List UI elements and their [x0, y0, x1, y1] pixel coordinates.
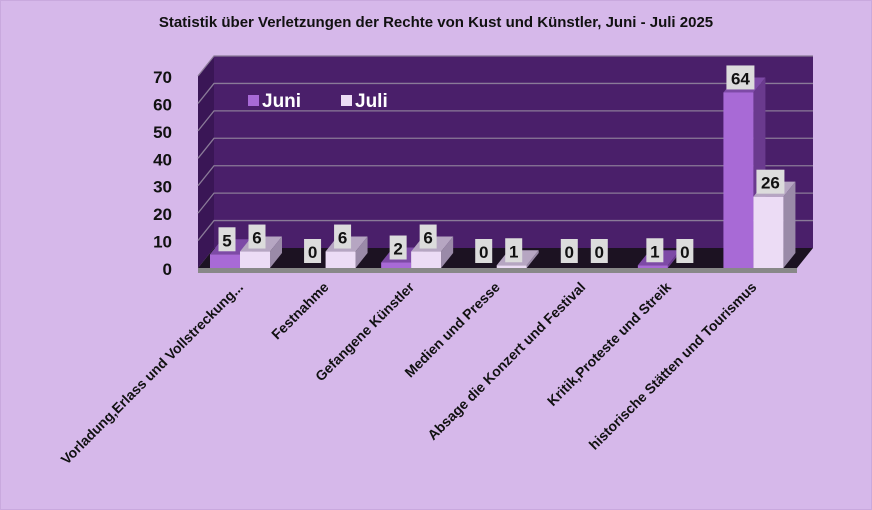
- y-tick-label: 60: [153, 95, 172, 114]
- bar-side: [441, 236, 454, 268]
- data-label-box: [389, 235, 407, 260]
- gridline: [197, 165, 813, 187]
- legend-label-juli: Juli: [355, 91, 388, 112]
- y-tick-label: 50: [153, 123, 172, 142]
- gridline: [197, 82, 813, 104]
- data-label: 64: [731, 69, 750, 88]
- gridline: [197, 192, 813, 214]
- data-label: 0: [308, 243, 317, 262]
- y-tick-label: 40: [153, 150, 172, 169]
- x-category-label: Festnahme: [268, 279, 332, 343]
- data-label-box: [304, 239, 322, 263]
- x-category-label: historische Stätten und Tourismus: [586, 279, 760, 453]
- data-label-box: [505, 238, 523, 263]
- legend-swatch-juli: [341, 95, 352, 106]
- data-label: 6: [423, 229, 432, 248]
- data-label-box: [218, 227, 236, 252]
- bar-juli: [496, 265, 527, 268]
- floor-edge: [198, 268, 797, 273]
- data-label: 5: [222, 231, 231, 250]
- data-label-box: [419, 224, 437, 249]
- data-label-box: [646, 238, 664, 263]
- data-label-box: [756, 169, 785, 194]
- bar-juli: [240, 251, 270, 268]
- y-tick-label: 70: [153, 68, 172, 87]
- x-category-label: Vorladung,Erlass und Vollstreckung...: [58, 279, 247, 468]
- data-label-box: [475, 239, 493, 263]
- bar-side: [526, 250, 539, 268]
- data-label-box: [726, 65, 755, 90]
- data-label-box: [590, 239, 608, 263]
- data-label: 1: [650, 242, 659, 261]
- bar-juli: [325, 251, 356, 268]
- data-label-box: [334, 224, 352, 249]
- bar-side: [270, 236, 282, 268]
- data-label: 2: [393, 240, 402, 259]
- y-tick-label: 30: [153, 178, 172, 197]
- side-wall: [198, 56, 214, 268]
- data-label: 0: [680, 243, 689, 262]
- data-label: 0: [565, 243, 574, 262]
- data-label: 26: [761, 174, 780, 193]
- y-tick-label: 20: [153, 205, 172, 224]
- data-label: 6: [338, 229, 347, 248]
- legend-label-juni: Juni: [262, 91, 301, 112]
- x-category-label: Medien und Presse: [401, 279, 503, 381]
- bar-side: [355, 236, 368, 268]
- legend-swatch-juni: [248, 95, 259, 106]
- bar-juli: [753, 196, 784, 268]
- x-category-label: Absage die Konzert und Festival: [424, 279, 588, 443]
- gridline: [197, 55, 813, 77]
- chart-title: Statistik über Verletzungen der Rechte v…: [158, 14, 714, 31]
- data-label: 0: [595, 243, 604, 262]
- gridline: [197, 219, 813, 241]
- bar-side: [783, 181, 796, 268]
- data-label-box: [560, 239, 578, 263]
- bar-juni: [637, 265, 668, 268]
- data-label: 0: [479, 243, 488, 262]
- y-tick-label: 0: [163, 260, 172, 279]
- data-label: 1: [509, 242, 518, 261]
- data-label-box: [676, 239, 694, 263]
- back-wall: [214, 56, 813, 248]
- y-tick-label: 10: [153, 233, 172, 252]
- bar-juni: [381, 262, 412, 268]
- bar-juni: [723, 92, 754, 268]
- gridline: [197, 110, 813, 132]
- data-label-box: [248, 224, 266, 249]
- bar-juni: [210, 254, 240, 268]
- gridline: [197, 137, 813, 159]
- data-label: 6: [252, 229, 261, 248]
- bar-juli: [411, 251, 442, 268]
